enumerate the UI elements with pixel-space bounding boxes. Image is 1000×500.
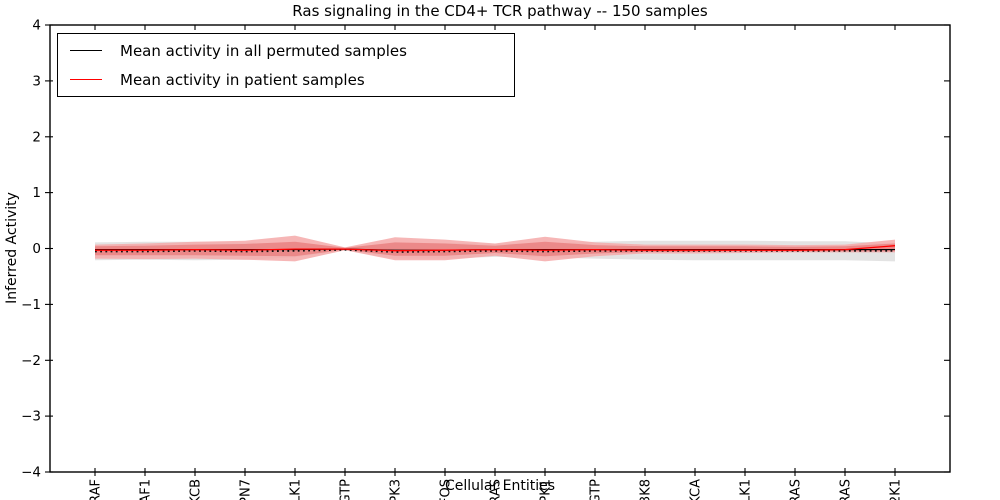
x-tick-label: ELK1 <box>739 479 754 500</box>
y-tick-label: −2 <box>21 353 41 369</box>
legend-label-permuted: Mean activity in all permuted samples <box>120 41 407 60</box>
x-tick-label: KRAS <box>489 479 504 500</box>
x-tick-label: PRKCB <box>189 479 204 500</box>
y-tick-label: 2 <box>32 129 41 145</box>
mean-lines <box>95 245 896 253</box>
x-tick-label: NRAS <box>839 479 854 500</box>
red-line-swatch <box>70 79 102 80</box>
y-axis-title: Inferred Activity <box>4 192 20 304</box>
legend-entry-patient: Mean activity in patient samples <box>58 66 514 94</box>
x-tick-label: MAP3K8 <box>639 479 654 500</box>
y-tick-label: 0 <box>32 241 41 257</box>
x-tick-label: BRAF <box>89 479 104 500</box>
x-tick-label: PRKCA <box>689 479 704 500</box>
confidence-bands <box>95 235 895 262</box>
x-tick-label: FOS <box>439 479 454 500</box>
x-tick-label: HRAS <box>789 479 804 500</box>
legend-box: Mean activity in all permuted samples Me… <box>57 33 515 97</box>
y-tick-label: 4 <box>32 18 41 34</box>
legend-label-patient: Mean activity in patient samples <box>120 70 365 89</box>
x-tick-label: MAPK3 <box>389 479 404 500</box>
Mean activity in patient samples <box>95 245 896 252</box>
x-tick-label: RAF1 <box>139 479 154 500</box>
x-axis-title: Cellular Entities <box>444 478 556 494</box>
legend-entry-permuted: Mean activity in all permuted samples <box>58 37 514 65</box>
x-tick-label: MAP2K1 <box>889 479 904 500</box>
y-tick-label: 1 <box>32 185 41 201</box>
y-tick-labels: −4 −3 −2 −1 0 1 2 3 4 <box>21 18 41 481</box>
chart-title: Ras signaling in the CD4+ TCR pathway --… <box>292 2 708 20</box>
y-tick-label: −1 <box>21 297 41 313</box>
x-tick-label: RAS family/GTP <box>589 479 604 500</box>
x-tick-labels: BRAF RAF1 PRKCB PTPN7 ERK1-2/ELK1 mol:GTP MAPK… <box>89 479 904 500</box>
x-tick-label: mol:GTP <box>339 479 354 500</box>
x-tick-label: MAPK1 <box>539 479 554 500</box>
y-tick-label: 3 <box>32 73 41 89</box>
x-tick-label: ERK1-2/ELK1 <box>289 479 304 500</box>
x-tick-label: PTPN7 <box>239 479 254 500</box>
black-line-swatch <box>70 50 102 51</box>
axis-ticks <box>45 24 950 476</box>
y-tick-label: −3 <box>21 409 41 425</box>
y-tick-label: −4 <box>21 465 41 481</box>
